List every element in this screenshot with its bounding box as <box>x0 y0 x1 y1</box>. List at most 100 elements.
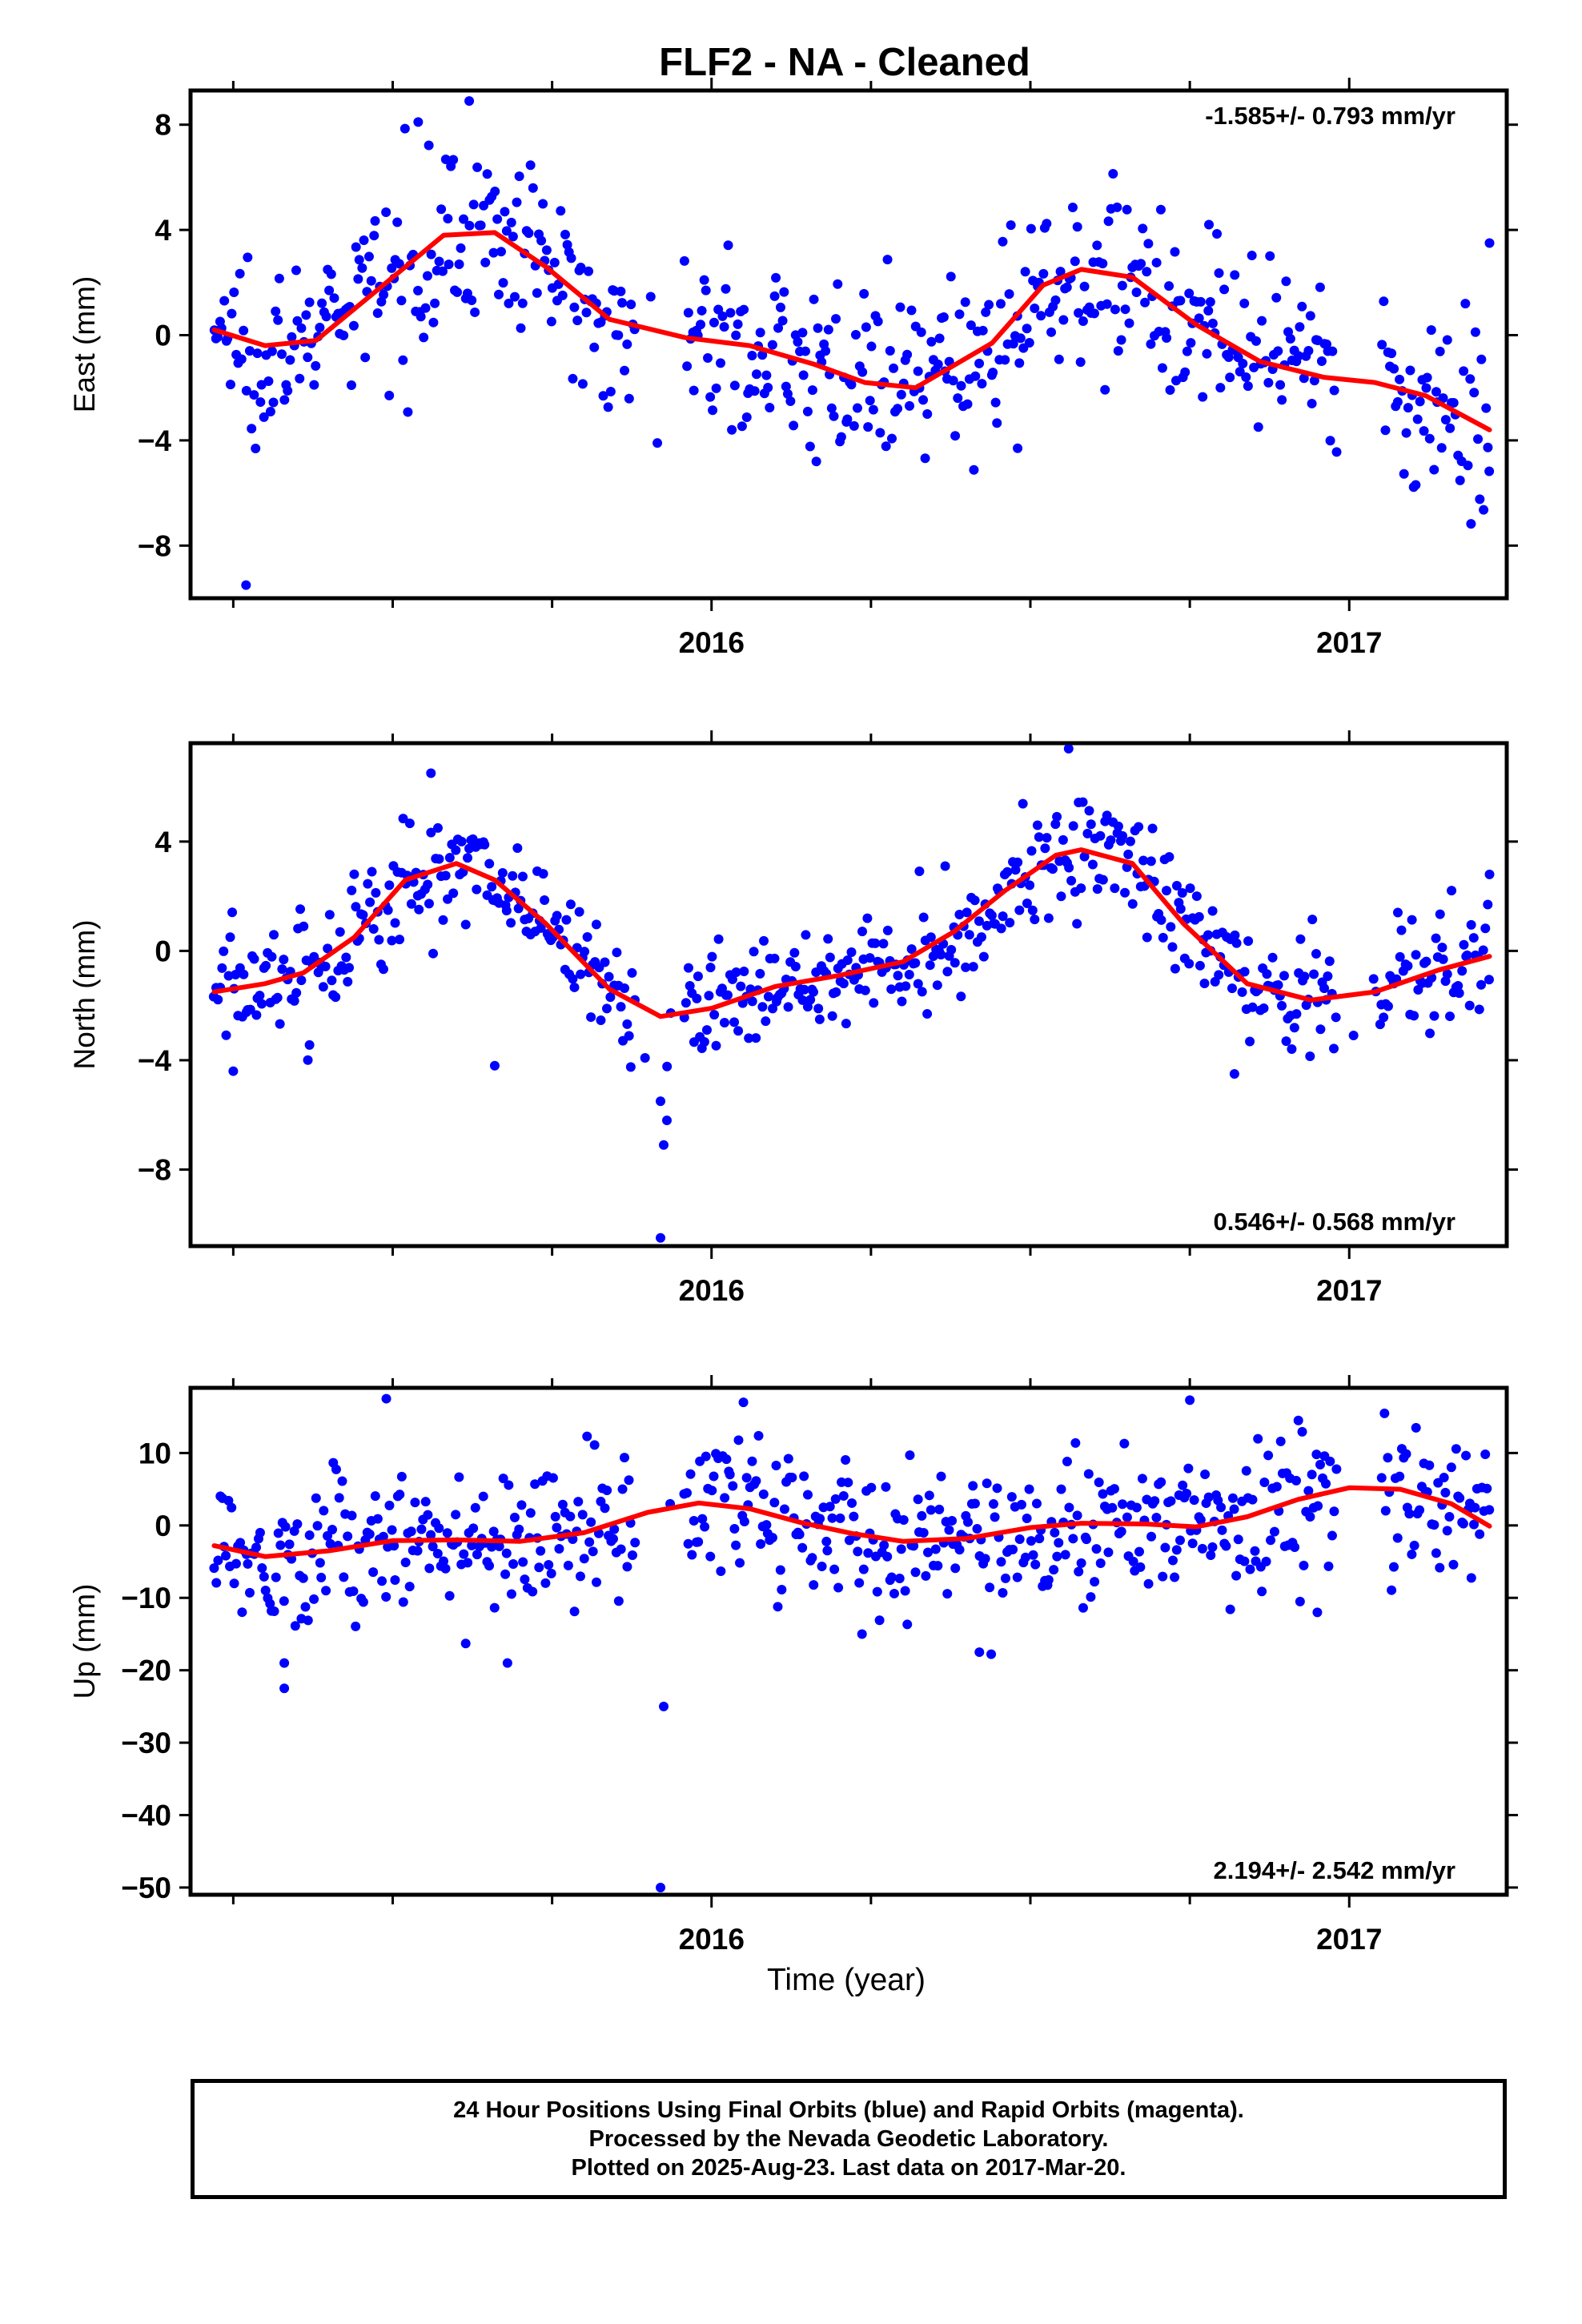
data-point <box>536 1546 546 1556</box>
data-point <box>925 960 935 971</box>
data-point <box>896 389 906 400</box>
data-point <box>1263 377 1274 388</box>
data-point <box>365 897 375 907</box>
data-point <box>998 236 1008 247</box>
data-point <box>1112 202 1122 212</box>
data-point <box>922 408 933 419</box>
data-point <box>430 298 440 308</box>
data-point <box>1128 1556 1138 1566</box>
data-point <box>861 322 871 332</box>
data-point <box>894 1574 905 1584</box>
data-point-outlier <box>656 1232 666 1243</box>
data-point <box>683 963 693 973</box>
data-point <box>378 964 388 975</box>
data-point <box>922 1009 933 1019</box>
data-point <box>830 1494 841 1504</box>
data-point <box>1295 1596 1305 1606</box>
data-point <box>400 1557 411 1567</box>
data-point <box>1221 1541 1231 1551</box>
data-point <box>705 963 716 973</box>
data-point <box>326 269 336 279</box>
data-point <box>741 1473 752 1483</box>
data-point <box>906 305 917 316</box>
data-point <box>358 1597 368 1607</box>
data-point <box>725 1470 735 1480</box>
data-point <box>368 924 379 935</box>
data-point <box>1024 337 1034 348</box>
data-point <box>843 1478 853 1488</box>
data-point <box>315 1558 325 1568</box>
data-point <box>1150 1496 1160 1506</box>
data-point <box>1309 376 1319 386</box>
data-point <box>525 1508 536 1518</box>
data-point <box>1086 819 1096 830</box>
data-point <box>354 255 364 265</box>
data-point <box>917 987 927 997</box>
data-point <box>1429 1011 1439 1021</box>
data-point <box>619 1453 629 1463</box>
data-point <box>227 907 238 918</box>
data-point <box>1461 1450 1472 1461</box>
data-point <box>1025 880 1035 891</box>
data-point <box>1014 1534 1025 1545</box>
data-point <box>1046 327 1057 337</box>
data-point <box>604 971 614 982</box>
data-point <box>569 302 580 312</box>
data-point <box>815 1514 825 1524</box>
data-point <box>1457 966 1468 976</box>
data-point-outlier <box>228 1066 239 1076</box>
data-point <box>309 380 319 390</box>
data-point <box>363 879 373 889</box>
data-point <box>602 1486 612 1496</box>
data-point <box>1158 1571 1168 1582</box>
data-point <box>865 396 875 406</box>
data-point <box>448 155 459 165</box>
data-point <box>221 1550 231 1561</box>
data-point <box>1277 1000 1287 1011</box>
data-point <box>836 432 846 442</box>
data-point <box>1379 296 1389 307</box>
data-point-outlier <box>279 1658 290 1668</box>
data-point <box>1086 1592 1096 1602</box>
data-point <box>271 1572 281 1582</box>
data-point <box>986 911 997 921</box>
data-point <box>1323 1561 1334 1571</box>
data-point <box>687 1550 697 1560</box>
data-point <box>909 1541 919 1551</box>
data-point <box>1476 979 1487 990</box>
data-point <box>1445 1011 1456 1022</box>
data-point <box>1239 1556 1250 1566</box>
data-point <box>1438 393 1448 404</box>
data-point <box>472 162 483 172</box>
data-point <box>1401 428 1411 438</box>
data-point <box>367 866 377 877</box>
data-point <box>565 1511 576 1522</box>
data-point <box>1015 333 1026 344</box>
data-point <box>237 1607 247 1618</box>
data-point <box>347 1510 357 1521</box>
data-point <box>823 324 833 335</box>
data-point <box>1030 915 1040 925</box>
data-point <box>825 952 835 963</box>
data-point <box>432 822 443 833</box>
data-point <box>579 1554 589 1564</box>
data-point <box>926 932 936 943</box>
data-point <box>514 171 524 182</box>
data-point <box>844 1535 854 1546</box>
data-point <box>1050 819 1061 830</box>
data-point <box>344 963 355 973</box>
data-point <box>1092 240 1102 251</box>
data-point <box>428 1542 438 1552</box>
data-point <box>1068 821 1078 831</box>
x-tick-label: 2017 <box>1316 626 1382 659</box>
data-point <box>1164 281 1174 292</box>
data-point <box>897 996 907 1007</box>
data-point <box>1307 1470 1317 1480</box>
data-point <box>1064 862 1074 873</box>
data-point <box>889 1588 899 1598</box>
data-point <box>335 927 345 937</box>
fit-curve <box>211 847 1492 1019</box>
data-point <box>272 992 283 1003</box>
data-point <box>243 1558 253 1569</box>
data-point <box>1014 358 1025 368</box>
